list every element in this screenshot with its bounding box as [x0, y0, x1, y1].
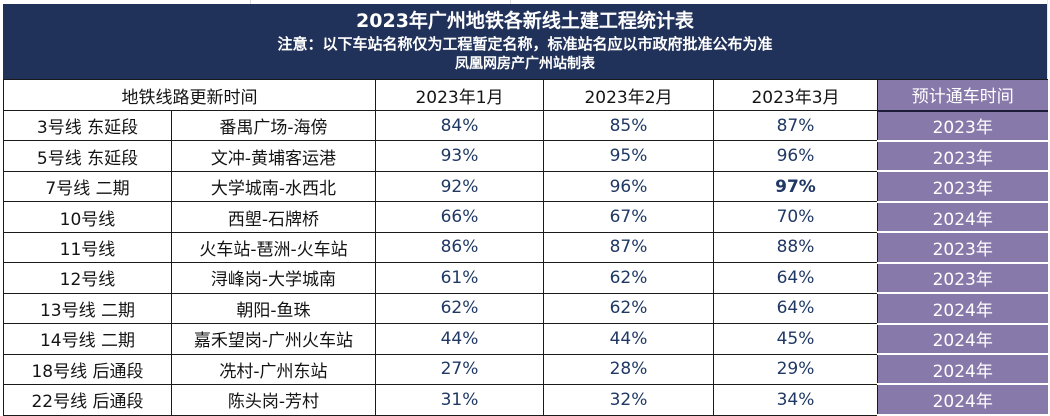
table-row: 5号线 东延段 文冲-黄埔客运港 93% 95% 96% 2023年 [3, 139, 1048, 173]
progress-feb-cell: 62% [543, 292, 714, 325]
opening-year-cell: 2024年 [877, 292, 1048, 325]
progress-mar-cell: 64% [713, 292, 878, 325]
column-header-january: 2023年1月 [375, 79, 544, 111]
line-name-cell: 5号线 东延段 [3, 140, 172, 172]
progress-feb-cell: 67% [543, 201, 714, 233]
column-header-march: 2023年3月 [713, 79, 878, 111]
progress-mar-cell: 96% [713, 140, 878, 172]
progress-feb-cell: 28% [543, 353, 714, 385]
progress-mar-cell: 87% [713, 109, 878, 142]
column-header-expected-opening: 预计通车时间 [877, 79, 1048, 112]
line-name-cell: 7号线 二期 [3, 170, 172, 203]
table-row: 7号线 二期 大学城南-水西北 92% 96% 97% 2023年 [3, 170, 1048, 203]
table-title: 2023年广州地铁各新线土建工程统计表 [356, 9, 694, 32]
line-name-cell: 14号线 二期 [3, 323, 172, 355]
station-range-cell: 浔峰岗-大学城南 [171, 262, 376, 294]
progress-mar-cell: 34% [713, 383, 878, 416]
station-range-cell: 番禺广场-海傍 [171, 109, 376, 142]
table-row: 13号线 二期 朝阳-鱼珠 62% 62% 64% 2024年 [3, 292, 1048, 325]
progress-jan-cell: 44% [375, 323, 544, 355]
progress-mar-cell: 64% [713, 262, 878, 294]
table-title-block: 2023年广州地铁各新线土建工程统计表 注意：以下车站名称仅为工程暂定名称，标准… [3, 4, 1047, 79]
opening-year-cell: 2023年 [877, 170, 1048, 203]
line-name-cell: 10号线 [3, 201, 172, 233]
spreadsheet-background-strip [0, 0, 1050, 4]
line-name-cell: 22号线 后通段 [3, 383, 172, 416]
progress-feb-cell: 44% [543, 323, 714, 355]
station-range-cell: 朝阳-鱼珠 [171, 292, 376, 325]
table-note: 注意：以下车站名称仅为工程暂定名称，标准站名应以市政府批准公布为准 [277, 35, 773, 54]
progress-feb-cell: 62% [543, 262, 714, 294]
opening-year-cell: 2024年 [877, 200, 1048, 234]
progress-jan-cell: 92% [375, 170, 544, 203]
line-name-cell: 11号线 [3, 231, 172, 264]
opening-year-cell: 2024年 [877, 383, 1048, 416]
station-range-cell: 陈头岗-芳村 [171, 383, 376, 416]
spreadsheet-gridline [1047, 0, 1048, 416]
progress-feb-cell: 87% [543, 231, 714, 264]
progress-jan-cell: 84% [375, 109, 544, 142]
station-range-cell: 嘉禾望岗-广州火车站 [171, 323, 376, 355]
progress-mar-cell: 70% [713, 201, 878, 233]
statistics-table: 2023年广州地铁各新线土建工程统计表 注意：以下车站名称仅为工程暂定名称，标准… [3, 4, 1048, 416]
table-row: 10号线 西塱-石牌桥 66% 67% 70% 2024年 [3, 200, 1048, 234]
line-name-cell: 18号线 后通段 [3, 353, 172, 385]
opening-year-cell: 2023年 [877, 139, 1048, 173]
opening-year-cell: 2023年 [877, 231, 1048, 264]
opening-year-cell: 2024年 [877, 352, 1048, 386]
station-range-cell: 西塱-石牌桥 [171, 201, 376, 233]
station-range-cell: 文冲-黄埔客运港 [171, 140, 376, 172]
column-header-february: 2023年2月 [543, 79, 714, 111]
station-range-cell: 冼村-广州东站 [171, 353, 376, 385]
progress-jan-cell: 27% [375, 353, 544, 385]
progress-jan-cell: 66% [375, 201, 544, 233]
column-header-line-info: 地铁线路更新时间 [3, 79, 376, 111]
opening-year-cell: 2023年 [877, 261, 1048, 295]
progress-mar-cell: 97% [713, 170, 878, 203]
progress-feb-cell: 85% [543, 109, 714, 142]
progress-mar-cell: 29% [713, 353, 878, 385]
table-header-row: 地铁线路更新时间 2023年1月 2023年2月 2023年3月 预计通车时间 [3, 79, 1048, 112]
spreadsheet-gridline [250, 0, 251, 4]
line-name-cell: 3号线 东延段 [3, 109, 172, 142]
station-range-cell: 火车站-琶洲-火车站 [171, 231, 376, 264]
progress-mar-cell: 45% [713, 323, 878, 355]
metro-progress-table: 地铁线路更新时间 2023年1月 2023年2月 2023年3月 预计通车时间 … [3, 79, 1048, 416]
opening-year-cell: 2023年 [877, 109, 1048, 142]
table-row: 3号线 东延段 番禺广场-海傍 84% 85% 87% 2023年 [3, 109, 1048, 142]
line-name-cell: 13号线 二期 [3, 292, 172, 325]
progress-jan-cell: 86% [375, 231, 544, 264]
progress-mar-cell: 88% [713, 231, 878, 264]
opening-year-cell: 2024年 [877, 322, 1048, 356]
progress-feb-cell: 96% [543, 170, 714, 203]
station-range-cell: 大学城南-水西北 [171, 170, 376, 203]
table-row: 18号线 后通段 冼村-广州东站 27% 28% 29% 2024年 [3, 352, 1048, 386]
table-credit: 凤凰网房产广州站制表 [455, 56, 595, 73]
table-row: 12号线 浔峰岗-大学城南 61% 62% 64% 2023年 [3, 261, 1048, 295]
progress-jan-cell: 93% [375, 140, 544, 172]
table-body: 3号线 东延段 番禺广场-海傍 84% 85% 87% 2023年 5号线 东延段 文冲-黄埔… [3, 109, 1048, 416]
line-name-cell: 12号线 [3, 262, 172, 294]
progress-jan-cell: 62% [375, 292, 544, 325]
progress-feb-cell: 32% [543, 383, 714, 416]
spreadsheet-gridline [510, 0, 511, 4]
table-row: 22号线 后通段 陈头岗-芳村 31% 32% 34% 2024年 [3, 383, 1048, 416]
progress-feb-cell: 95% [543, 140, 714, 172]
table-row: 11号线 火车站-琶洲-火车站 86% 87% 88% 2023年 [3, 231, 1048, 264]
progress-jan-cell: 31% [375, 383, 544, 416]
table-row: 14号线 二期 嘉禾望岗-广州火车站 44% 44% 45% 2024年 [3, 322, 1048, 356]
progress-jan-cell: 61% [375, 262, 544, 294]
